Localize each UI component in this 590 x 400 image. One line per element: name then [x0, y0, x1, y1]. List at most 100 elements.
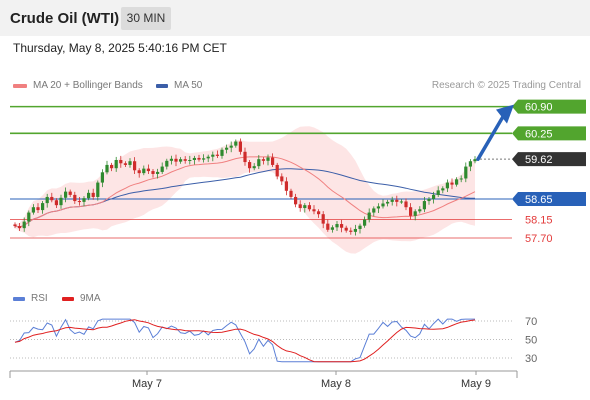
candle-body: [13, 224, 17, 227]
candle-body: [151, 171, 155, 174]
candle-body: [473, 159, 477, 162]
level-label-0: 60.90: [525, 102, 553, 114]
candles: [13, 138, 477, 236]
candle-body: [54, 200, 58, 206]
candle-body: [179, 159, 183, 162]
candle-body: [409, 207, 413, 216]
candle-body: [436, 190, 440, 195]
candle-body: [358, 225, 362, 229]
candle-body: [349, 230, 353, 232]
candle-body: [110, 164, 114, 169]
rsi-line: [14, 318, 475, 363]
candle-body: [418, 209, 422, 212]
candle-body: [215, 154, 219, 156]
x-tick-label-2: May 9: [461, 378, 491, 390]
candle-body: [87, 192, 91, 199]
candle-body: [18, 226, 22, 229]
candle-body: [326, 223, 330, 230]
candle-body: [427, 199, 431, 202]
candle-body: [294, 196, 298, 205]
bollinger-band: [15, 126, 475, 254]
candle-body: [238, 141, 242, 152]
target-arrow-shaft: [476, 114, 505, 161]
candle-body: [422, 201, 426, 210]
candle-body: [275, 164, 279, 177]
candle-body: [41, 203, 45, 211]
candle-body: [468, 161, 472, 167]
candle-body: [284, 181, 288, 191]
candle-body: [363, 219, 367, 226]
candle-body: [312, 209, 316, 212]
legend-9ma: 9MA: [62, 293, 101, 304]
candle-body: [307, 205, 311, 210]
candle-body: [413, 211, 417, 216]
candle-body: [96, 182, 100, 197]
candle-body: [321, 214, 325, 224]
ma20-swatch: [13, 83, 27, 88]
candle-body: [31, 207, 35, 213]
candle-body: [165, 160, 169, 167]
candle-body: [220, 149, 224, 156]
candle-body: [36, 207, 40, 211]
candle-body: [432, 194, 436, 199]
candle-body: [160, 166, 164, 172]
candle-body: [395, 199, 399, 202]
level-label-1: 60.25: [525, 128, 553, 140]
candle-body: [105, 164, 109, 173]
legend-rsi: RSI: [13, 293, 48, 304]
candle-body: [128, 161, 132, 165]
level-label-2: 59.62: [525, 154, 553, 166]
candle-body: [271, 157, 275, 165]
candle-body: [100, 172, 104, 183]
candle-body: [77, 201, 81, 203]
legend-ma20-label: MA 20 + Bollinger Bands: [33, 80, 143, 91]
ma9-swatch: [62, 296, 74, 301]
legend-9ma-label: 9MA: [80, 293, 101, 304]
candle-body: [344, 227, 348, 231]
candle-body: [123, 163, 127, 165]
candle-body: [340, 224, 344, 228]
candle-body: [243, 151, 247, 163]
timestamp: Thursday, May 8, 2025 5:40:16 PM CET: [13, 41, 227, 55]
legend-ma20: MA 20 + Bollinger Bands: [13, 80, 143, 91]
ma50-swatch: [156, 83, 168, 88]
candle-body: [146, 168, 150, 172]
candle-body: [367, 212, 371, 220]
candle-body: [455, 179, 459, 185]
candle-body: [192, 157, 196, 160]
rsi-level-label-1: 50: [525, 335, 537, 347]
candle-body: [459, 178, 463, 180]
candle-body: [206, 156, 210, 159]
candle-body: [252, 166, 256, 169]
candle-body: [445, 182, 449, 189]
candle-body: [27, 212, 31, 222]
candle-body: [335, 224, 339, 228]
candle-body: [234, 141, 238, 146]
candle-body: [261, 159, 265, 161]
candle-body: [280, 176, 284, 182]
chart-header: Crude Oil (WTI) 30 MIN: [0, 0, 590, 36]
candle-body: [142, 168, 146, 174]
candle-body: [68, 191, 72, 195]
rsi-level-label-2: 30: [525, 353, 537, 365]
candle-body: [137, 170, 141, 174]
candle-body: [289, 190, 293, 197]
candle-body: [225, 147, 229, 150]
candle-body: [381, 203, 385, 207]
candle-body: [303, 205, 307, 209]
candle-body: [73, 194, 77, 202]
level-tag-2: [512, 152, 586, 167]
rsi-level-label-0: 70: [525, 316, 537, 328]
candle-body: [45, 196, 49, 204]
candle-body: [169, 158, 173, 161]
candle-body: [317, 211, 321, 215]
candle-body: [330, 227, 334, 230]
candle-body: [59, 197, 63, 206]
candle-body: [82, 198, 86, 202]
candle-body: [156, 171, 160, 174]
instrument-title: Crude Oil (WTI): [10, 10, 120, 27]
rsi-swatch: [13, 296, 25, 301]
candle-body: [202, 158, 206, 160]
timeframe-button[interactable]: 30 MIN: [121, 7, 171, 30]
